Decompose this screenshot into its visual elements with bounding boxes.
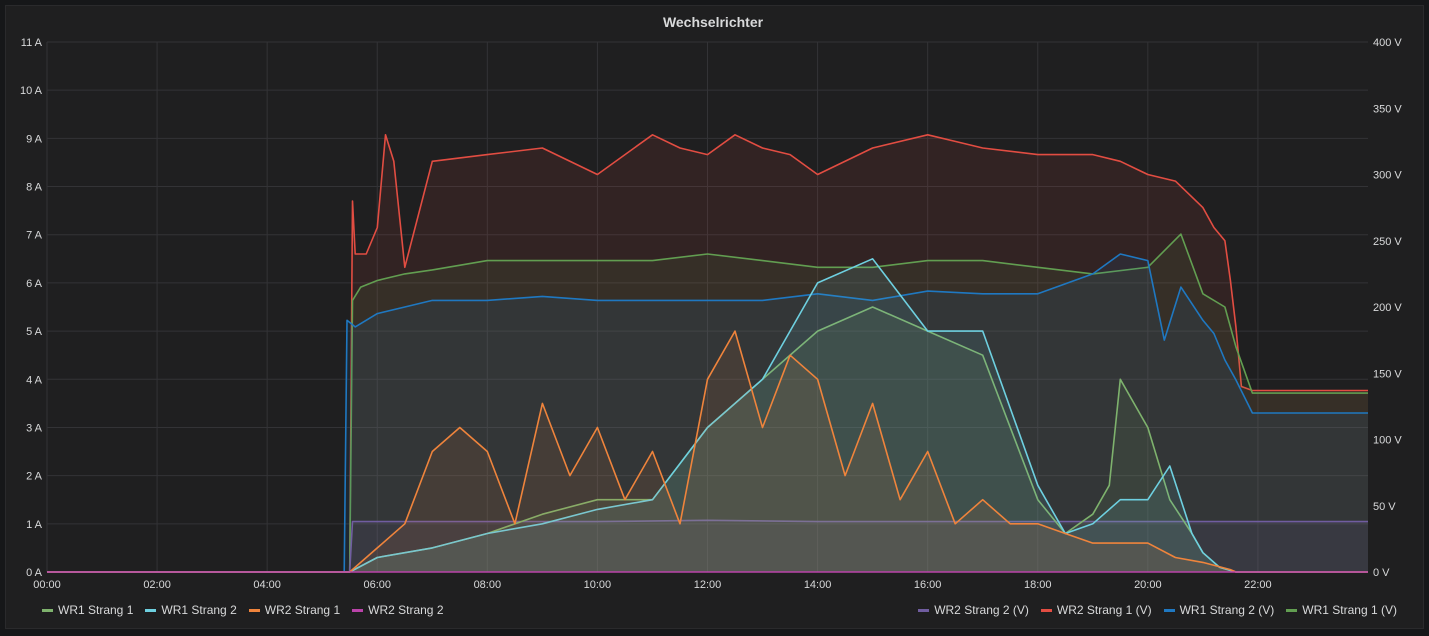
legend-left: WR1 Strang 1 WR1 Strang 2 WR2 Strang 1 WR2 … bbox=[42, 603, 444, 617]
y-left-tick-label: 11 A bbox=[21, 37, 43, 49]
x-tick-label: 00:00 bbox=[33, 579, 61, 591]
legend-item-wr1-strang-2-v[interactable]: WR1 Strang 2 (V) bbox=[1163, 603, 1275, 617]
legend-label: WR2 Strang 2 bbox=[368, 603, 444, 617]
legend-item-wr1-strang-1[interactable]: WR1 Strang 1 bbox=[42, 603, 133, 617]
y-right-tick-label: 100 V bbox=[1373, 435, 1402, 447]
series-line-wr2-strang-2-v bbox=[47, 519, 1368, 573]
series-line-wr2-strang-1 bbox=[47, 330, 1368, 573]
y-left-tick-label: 4 A bbox=[26, 374, 43, 386]
legend-label: WR2 Strang 1 (V) bbox=[1056, 603, 1152, 617]
chart-panel: Wechselrichter 0 A 1 A 2 A 3 A 4 A 5 A 6 A 7 A 8 … bbox=[5, 5, 1424, 629]
x-tick-label: 06:00 bbox=[363, 579, 391, 591]
legend-right: WR2 Strang 2 (V) WR2 Strang 1 (V) WR1 Stra… bbox=[918, 603, 1397, 617]
y-left-tick-label: 10 A bbox=[20, 85, 43, 97]
legend-label: WR2 Strang 1 bbox=[264, 603, 341, 617]
y-right-tick-label: 350 V bbox=[1373, 103, 1402, 115]
y-right-tick-label: 0 V bbox=[1373, 567, 1390, 579]
y-left-tick-label: 2 A bbox=[26, 471, 43, 483]
legend-swatch bbox=[352, 608, 364, 612]
x-tick-label: 18:00 bbox=[1024, 579, 1052, 591]
y-right-tick-label: 150 V bbox=[1373, 368, 1402, 380]
x-tick-label: 20:00 bbox=[1134, 579, 1162, 591]
legend-swatch bbox=[145, 608, 157, 612]
y-left-tick-label: 8 A bbox=[26, 182, 43, 194]
legend-swatch bbox=[918, 608, 930, 612]
x-tick-label: 10:00 bbox=[584, 579, 612, 591]
series-area-wr1-strang-2 bbox=[47, 258, 1368, 572]
legend-swatch bbox=[1040, 608, 1052, 612]
x-tick-label: 22:00 bbox=[1244, 579, 1272, 591]
x-tick-label: 14:00 bbox=[804, 579, 832, 591]
legend-label: WR1 Strang 1 (V) bbox=[1302, 603, 1397, 617]
x-tick-label: 12:00 bbox=[694, 579, 722, 591]
y-right-tick-label: 400 V bbox=[1373, 37, 1402, 49]
y-left-tick-label: 1 A bbox=[26, 519, 43, 531]
chart-title: Wechselrichter bbox=[663, 14, 764, 30]
legend-label: WR1 Strang 2 bbox=[161, 603, 237, 617]
series-line-wr2-strang-1-v bbox=[47, 134, 1368, 573]
legend-item-wr2-strang-1[interactable]: WR2 Strang 1 bbox=[248, 603, 341, 617]
series-line-wr1-strang-2-v bbox=[47, 253, 1368, 573]
legend-label: WR1 Strang 2 (V) bbox=[1179, 603, 1275, 617]
legend-item-wr1-strang-2[interactable]: WR1 Strang 2 bbox=[145, 603, 237, 617]
y-right-tick-label: 200 V bbox=[1373, 302, 1402, 314]
y-right-tick-label: 300 V bbox=[1373, 170, 1402, 182]
y-left-tick-label: 7 A bbox=[26, 230, 43, 242]
series-area-wr1-strang-1 bbox=[47, 307, 1368, 572]
series-line-wr1-strang-1-v bbox=[47, 233, 1368, 573]
series-area-wr2-strang-2-v bbox=[47, 520, 1368, 572]
legend-item-wr2-strang-2[interactable]: WR2 Strang 2 bbox=[352, 603, 444, 617]
y-left-tick-label: 6 A bbox=[26, 278, 43, 290]
series-area-wr1-strang-1-v bbox=[47, 234, 1368, 572]
chart-svg: Wechselrichter 0 A 1 A 2 A 3 A 4 A 5 A 6 A 7 A 8 … bbox=[20, 14, 1402, 591]
y-left-tick-label: 0 A bbox=[26, 567, 43, 579]
y-right-tick-label: 50 V bbox=[1373, 501, 1396, 513]
x-tick-label: 16:00 bbox=[914, 579, 942, 591]
legend-item-wr1-strang-1-v[interactable]: WR1 Strang 1 (V) bbox=[1286, 603, 1397, 617]
x-tick-label: 02:00 bbox=[143, 579, 171, 591]
series-area-wr2-strang-1-v bbox=[47, 134, 1368, 573]
x-tick-label: 08:00 bbox=[474, 579, 502, 591]
y-left-tick-label: 5 A bbox=[26, 326, 43, 338]
legend-item-wr2-strang-2-v[interactable]: WR2 Strang 2 (V) bbox=[918, 603, 1029, 617]
series-line-wr1-strang-2 bbox=[47, 258, 1368, 573]
legend-label: WR1 Strang 1 bbox=[58, 603, 134, 617]
legend-swatch bbox=[1163, 608, 1175, 612]
y-left-tick-label: 9 A bbox=[26, 133, 43, 145]
legend-swatch bbox=[1286, 608, 1298, 612]
x-tick-label: 04:00 bbox=[253, 579, 281, 591]
y-left-tick-label: 3 A bbox=[26, 422, 43, 434]
legend-label: WR2 Strang 2 (V) bbox=[934, 603, 1029, 617]
legend-swatch bbox=[248, 608, 260, 612]
y-right-tick-label: 250 V bbox=[1373, 236, 1402, 248]
legend-item-wr2-strang-1-v[interactable]: WR2 Strang 1 (V) bbox=[1040, 603, 1152, 617]
legend-swatch bbox=[42, 608, 53, 612]
series-area-wr2-strang-1 bbox=[47, 331, 1368, 572]
series-area-wr1-strang-2-v bbox=[47, 254, 1368, 572]
series-line-wr1-strang-1 bbox=[47, 306, 1368, 573]
